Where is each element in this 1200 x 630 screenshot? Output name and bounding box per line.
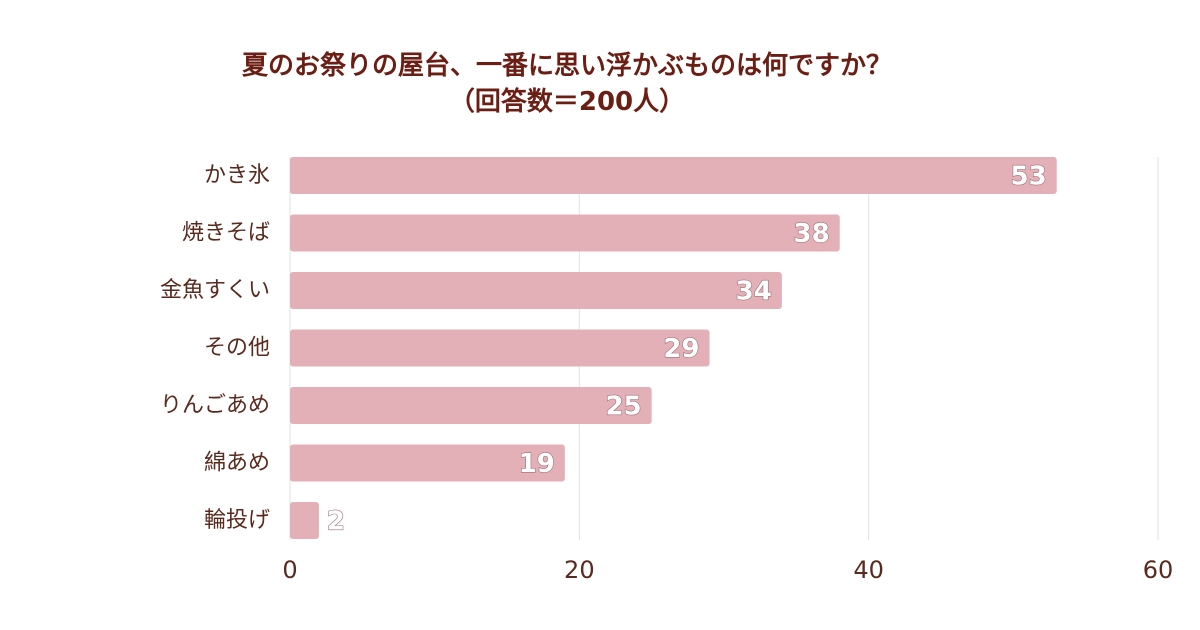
value-label: 2 <box>327 507 345 537</box>
value-label: 38 <box>794 219 830 249</box>
bar <box>290 444 565 482</box>
bar <box>290 214 840 252</box>
value-label: 25 <box>605 392 641 422</box>
category-label: 輪投げ <box>204 508 270 533</box>
category-label: りんごあめ <box>160 393 270 418</box>
bar <box>290 329 710 367</box>
bar <box>290 157 1057 194</box>
x-tick-label: 0 <box>282 556 297 584</box>
value-label: 29 <box>663 334 699 364</box>
value-label: 19 <box>519 449 555 479</box>
x-tick-label: 60 <box>1143 556 1174 584</box>
chart-title: 夏のお祭りの屋台、一番に思い浮かぶものは何ですか？ <box>241 51 892 81</box>
x-tick-label: 40 <box>853 556 884 584</box>
x-tick-label: 20 <box>564 556 595 584</box>
bars <box>290 157 1057 539</box>
category-label: かき氷 <box>204 163 270 188</box>
chart-subtitle: （回答数＝200人） <box>448 87 686 117</box>
value-label: 53 <box>1011 162 1047 192</box>
category-label: 焼きそば <box>182 221 270 246</box>
chart-title-block: 夏のお祭りの屋台、一番に思い浮かぶものは何ですか？ （回答数＝200人） <box>0 48 1134 120</box>
category-label: 金魚すくい <box>160 278 270 303</box>
labels: 0 20 40 60 かき氷 53 焼きそば 38 金魚すくい 34 その他 29 りんごあめ 25 綿あめ… <box>160 161 1174 584</box>
category-label: 綿あめ <box>204 451 270 476</box>
bar <box>290 502 319 539</box>
category-label: その他 <box>204 336 270 361</box>
bar <box>290 272 782 309</box>
value-label: 34 <box>736 277 772 307</box>
bar <box>290 387 652 424</box>
